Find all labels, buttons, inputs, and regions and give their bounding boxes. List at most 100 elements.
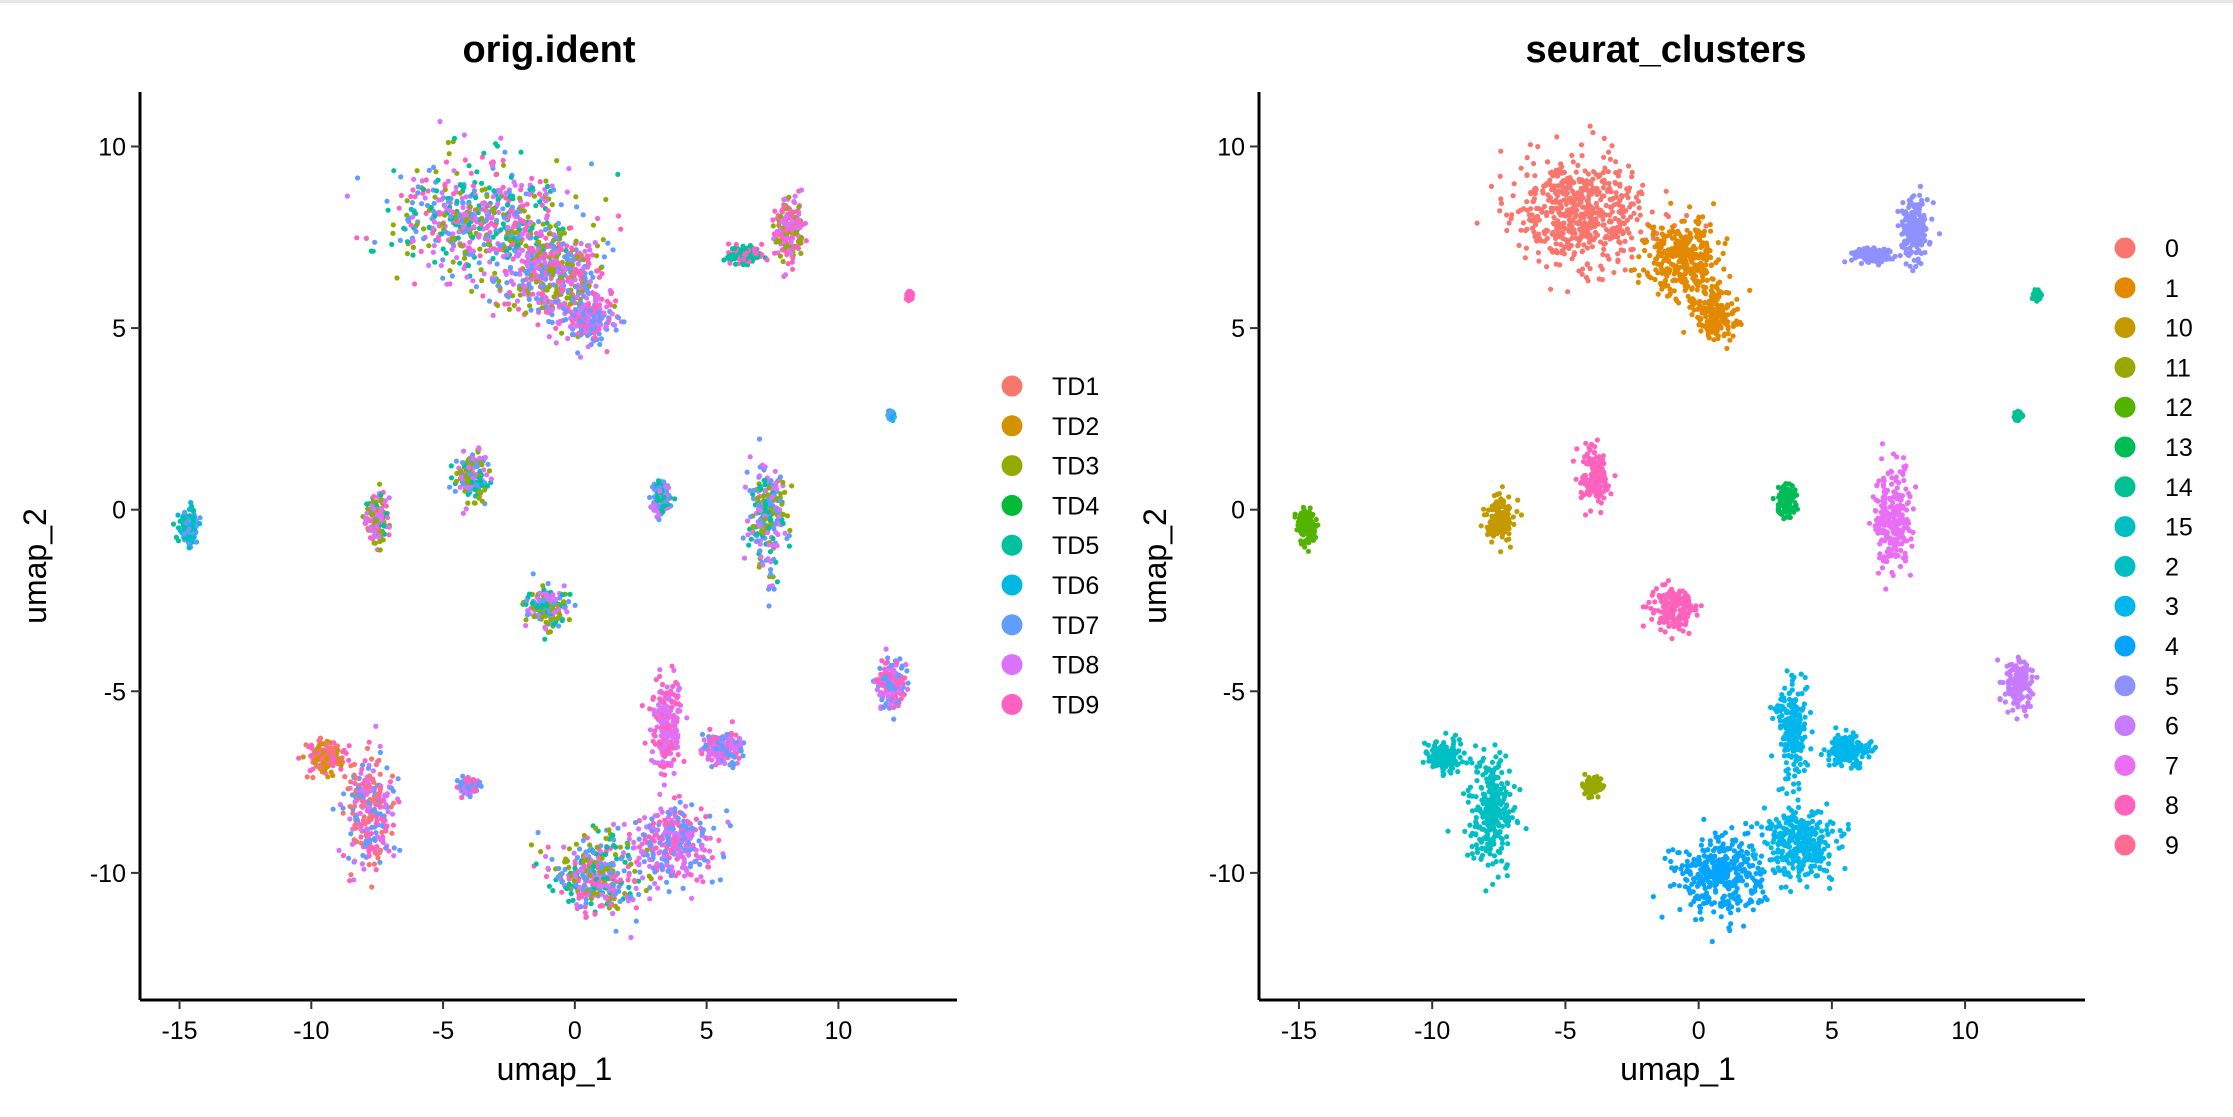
data-point (681, 856, 687, 862)
data-point (650, 850, 656, 856)
data-point (1553, 261, 1559, 267)
data-point (647, 727, 654, 733)
cell-cluster-13 (870, 646, 911, 722)
data-point (486, 203, 492, 209)
data-point (573, 194, 579, 200)
data-point (667, 819, 674, 825)
data-point (561, 583, 567, 589)
legend-label: TD1 (1052, 373, 1099, 401)
data-point (885, 694, 891, 700)
data-point (1497, 173, 1503, 179)
data-point (740, 535, 746, 541)
data-point (687, 847, 693, 853)
data-point (509, 242, 515, 248)
data-point (1601, 135, 1607, 141)
data-point (531, 269, 537, 275)
data-point (632, 868, 638, 874)
data-point (382, 498, 388, 504)
data-point (558, 282, 564, 288)
cell-cluster-3 (770, 187, 809, 279)
data-point (469, 288, 475, 294)
data-point (631, 845, 637, 851)
data-point (390, 822, 396, 828)
data-point (391, 845, 397, 851)
data-point (517, 271, 523, 277)
data-point (564, 295, 570, 301)
scatter-points (170, 118, 916, 941)
data-point (546, 284, 552, 290)
data-point (524, 253, 530, 259)
data-point (701, 857, 708, 863)
data-point (620, 850, 627, 856)
data-point (366, 817, 372, 823)
data-point (665, 746, 671, 753)
data-point (550, 888, 556, 894)
data-point (576, 891, 582, 898)
cell-cluster-4 (721, 241, 770, 268)
data-point (410, 187, 416, 193)
legend-label: TD8 (1052, 652, 1099, 680)
data-point (364, 745, 371, 752)
data-point (664, 684, 670, 690)
data-point (373, 523, 379, 529)
data-point (1524, 199, 1530, 205)
data-point (1600, 222, 1606, 228)
data-point (493, 172, 499, 178)
data-point (777, 253, 784, 259)
data-point (320, 760, 327, 766)
data-point (618, 856, 624, 862)
data-point (559, 330, 565, 336)
data-point (598, 869, 604, 875)
data-point (500, 157, 506, 163)
data-point (707, 835, 713, 841)
data-point (506, 289, 513, 295)
data-point (574, 254, 580, 260)
cell-cluster-19 (639, 663, 690, 801)
data-point (353, 825, 359, 831)
data-point (1518, 165, 1524, 171)
data-point (340, 852, 347, 859)
data-point (1571, 250, 1578, 256)
data-point (482, 454, 488, 461)
data-point (766, 542, 772, 548)
data-point (470, 183, 476, 189)
data-point (684, 818, 690, 825)
cell-cluster-5 (903, 288, 916, 304)
data-point (553, 290, 559, 296)
data-point (780, 520, 786, 527)
data-point (593, 283, 599, 289)
data-point (484, 483, 490, 489)
data-point (498, 135, 504, 141)
data-point (674, 727, 680, 734)
data-point (366, 804, 372, 810)
data-point (1549, 187, 1555, 193)
data-point (384, 765, 390, 771)
data-point (340, 805, 346, 811)
data-point (540, 243, 546, 249)
data-point (689, 802, 695, 808)
data-point (431, 164, 437, 170)
data-point (524, 598, 530, 604)
data-point (330, 754, 336, 760)
data-point (506, 306, 512, 312)
data-point (548, 617, 554, 623)
data-point (759, 241, 765, 247)
data-point (460, 480, 466, 486)
cell-cluster-2 (553, 286, 627, 360)
data-point (766, 525, 772, 531)
data-point (497, 243, 503, 249)
data-point (621, 319, 627, 325)
data-point (324, 755, 330, 762)
data-point (582, 248, 588, 254)
data-point (325, 749, 331, 756)
data-point (533, 235, 539, 241)
data-point (508, 174, 514, 180)
data-point (186, 506, 193, 512)
data-point (415, 190, 421, 196)
data-point (778, 232, 785, 238)
data-point (548, 299, 554, 305)
data-point (588, 161, 595, 167)
data-point (490, 234, 496, 240)
data-point (507, 264, 514, 271)
data-point (464, 784, 470, 790)
